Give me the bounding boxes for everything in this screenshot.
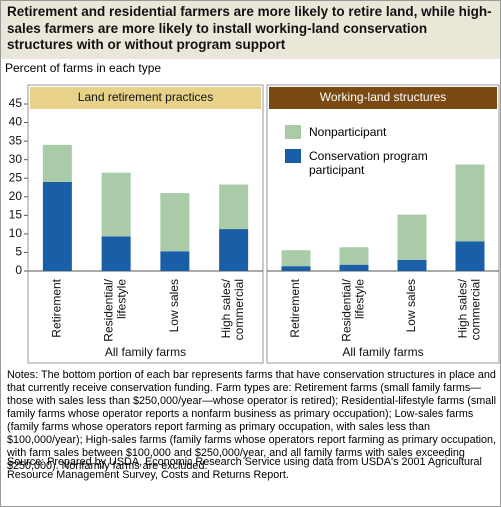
panel-title: Working-land structures	[320, 90, 447, 104]
bar-segment	[42, 181, 72, 271]
y-tick-label: 40	[9, 115, 23, 129]
x-tick-label: Low sales	[167, 279, 181, 332]
x-axis-label: All family farms	[105, 345, 186, 359]
bar-segment	[281, 250, 311, 267]
bar-segment	[397, 214, 427, 260]
bar-segment	[281, 266, 311, 271]
y-tick-label: 0	[15, 263, 22, 277]
bar-segment	[42, 144, 72, 182]
bar-segment	[160, 193, 190, 252]
panel-frame	[266, 84, 500, 364]
y-tick-label: 30	[9, 152, 23, 166]
legend-label: Nonparticipant	[309, 125, 387, 139]
y-tick-label: 15	[9, 208, 23, 222]
chart: 0 5 10 15 20 25 30 35 40 45 Land retirement practi…	[9, 84, 500, 364]
y-tick-label: 25	[9, 170, 23, 184]
y-tick-label: 5	[15, 245, 22, 259]
panel-title: Land retirement practices	[78, 90, 213, 104]
x-axis-label: All family farms	[342, 345, 423, 359]
panel-header	[30, 87, 261, 109]
x-tick-label: High sales/commercial	[219, 278, 246, 340]
bar-segment	[160, 251, 190, 271]
y-tick-label: 35	[9, 133, 23, 147]
bar-segment	[455, 241, 485, 271]
y-axis-label: Percent of farms in each type	[5, 61, 162, 75]
bar-segment	[101, 172, 131, 237]
x-tick-label: High sales/commercial	[456, 278, 483, 340]
bar-segment	[339, 264, 369, 271]
y-tick-label: 20	[9, 189, 23, 203]
bar-segment	[101, 236, 131, 271]
x-tick-label: Residential/lifestyle	[340, 278, 367, 341]
panel-frame	[27, 84, 264, 364]
notes: Notes: The bottom portion of each bar re…	[7, 369, 497, 472]
x-tick-label: Residential/lifestyle	[102, 278, 129, 341]
legend-label: Conservation program participant	[309, 149, 428, 177]
y-tick-label: 45	[9, 96, 23, 110]
bar-segment	[219, 184, 249, 230]
legend-swatch	[285, 125, 301, 139]
source: Source: Prepared by USDA, Economic Resea…	[7, 456, 482, 481]
x-tick-label: Low sales	[404, 279, 418, 332]
x-tick-label: Retirement	[50, 278, 64, 337]
legend-swatch	[285, 149, 301, 163]
panel-header	[269, 87, 497, 109]
x-tick-label: Retirement	[288, 278, 302, 337]
y-tick-label: 10	[9, 226, 23, 240]
title: Retirement and residential farmers are m…	[1, 1, 500, 59]
bar-segment	[219, 229, 249, 271]
bar-segment	[397, 259, 427, 271]
bar-segment	[339, 247, 369, 265]
bar-segment	[455, 164, 485, 242]
